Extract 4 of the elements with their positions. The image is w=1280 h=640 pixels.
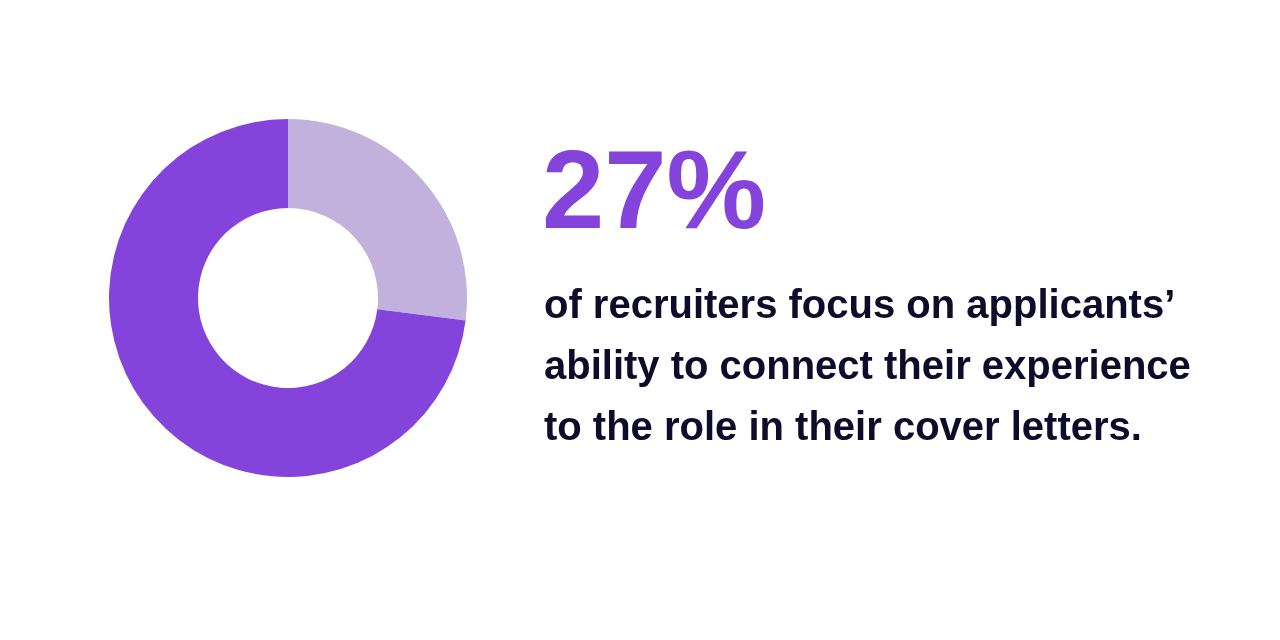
text: of recruiters focus on applicants’ ability to connect their experience to the role in their cover letters. xyxy=(544,282,1191,448)
donut-slice xyxy=(109,119,466,477)
text: 27% xyxy=(542,127,767,252)
donut-slice xyxy=(288,119,467,321)
